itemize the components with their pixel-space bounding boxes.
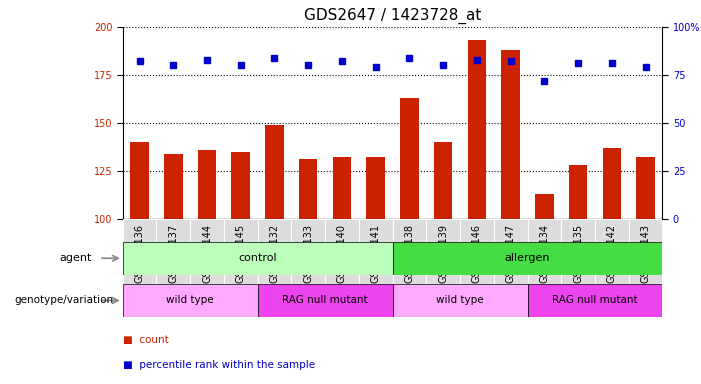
Bar xyxy=(426,219,460,288)
Bar xyxy=(231,152,250,219)
Bar xyxy=(265,125,284,219)
Text: ■  count: ■ count xyxy=(123,335,168,345)
Text: GSM158145: GSM158145 xyxy=(236,224,246,283)
Text: RAG null mutant: RAG null mutant xyxy=(283,295,368,306)
Text: GSM158137: GSM158137 xyxy=(168,224,178,283)
Bar xyxy=(333,157,351,219)
Bar xyxy=(164,154,182,219)
Bar xyxy=(258,284,393,317)
Bar xyxy=(130,142,149,219)
Bar xyxy=(400,98,418,219)
Text: GSM158140: GSM158140 xyxy=(337,224,347,283)
Bar xyxy=(367,157,385,219)
Bar xyxy=(123,242,393,275)
Bar xyxy=(292,219,325,288)
Bar xyxy=(299,159,318,219)
Bar xyxy=(494,219,528,288)
Text: GSM158142: GSM158142 xyxy=(607,224,617,283)
Bar xyxy=(595,219,629,288)
Text: allergen: allergen xyxy=(505,253,550,263)
Bar xyxy=(190,219,224,288)
Bar xyxy=(393,284,528,317)
Text: RAG null mutant: RAG null mutant xyxy=(552,295,638,306)
Text: GSM158139: GSM158139 xyxy=(438,224,448,283)
Bar xyxy=(325,219,359,288)
Text: GSM158134: GSM158134 xyxy=(539,224,550,283)
Bar xyxy=(224,219,258,288)
Bar xyxy=(123,219,156,288)
Text: GSM158136: GSM158136 xyxy=(135,224,144,283)
Title: GDS2647 / 1423728_at: GDS2647 / 1423728_at xyxy=(304,8,482,24)
Bar xyxy=(258,219,292,288)
Bar xyxy=(528,284,662,317)
Text: GSM158141: GSM158141 xyxy=(371,224,381,283)
Bar xyxy=(468,40,486,219)
Bar xyxy=(501,50,520,219)
Text: GSM158135: GSM158135 xyxy=(573,224,583,283)
Text: GSM158138: GSM158138 xyxy=(404,224,414,283)
Text: genotype/variation: genotype/variation xyxy=(14,295,113,306)
Bar xyxy=(535,194,554,219)
Bar xyxy=(198,150,217,219)
Bar xyxy=(603,148,621,219)
Bar xyxy=(460,219,494,288)
Text: agent: agent xyxy=(60,253,92,263)
Bar xyxy=(637,157,655,219)
Bar xyxy=(629,219,662,288)
Bar xyxy=(123,284,258,317)
Bar xyxy=(393,242,662,275)
Bar xyxy=(393,219,426,288)
Text: control: control xyxy=(238,253,277,263)
Text: GSM158133: GSM158133 xyxy=(304,224,313,283)
Text: wild type: wild type xyxy=(166,295,214,306)
Bar xyxy=(528,219,562,288)
Bar xyxy=(569,165,587,219)
Text: GSM158143: GSM158143 xyxy=(641,224,651,283)
Text: wild type: wild type xyxy=(436,295,484,306)
Text: GSM158147: GSM158147 xyxy=(505,224,516,283)
Text: GSM158146: GSM158146 xyxy=(472,224,482,283)
Text: GSM158144: GSM158144 xyxy=(202,224,212,283)
Bar xyxy=(434,142,452,219)
Text: GSM158132: GSM158132 xyxy=(269,224,280,283)
Text: ■  percentile rank within the sample: ■ percentile rank within the sample xyxy=(123,360,315,370)
Bar xyxy=(156,219,190,288)
Bar xyxy=(359,219,393,288)
Bar xyxy=(562,219,595,288)
